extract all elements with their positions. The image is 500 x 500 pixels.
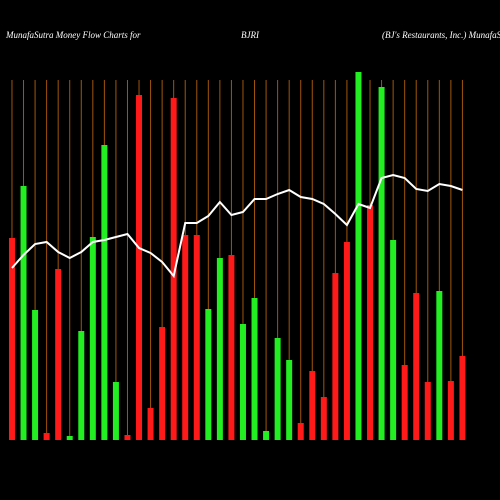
bar: [332, 273, 339, 440]
bar: [89, 237, 96, 440]
bar: [112, 382, 119, 440]
bar: [205, 309, 212, 440]
bar: [401, 365, 408, 440]
bar: [216, 258, 223, 440]
bar: [101, 145, 108, 440]
bar: [390, 240, 397, 440]
bar: [413, 293, 420, 440]
bar: [182, 235, 189, 440]
bar: [343, 242, 350, 440]
bar: [424, 382, 431, 440]
bar: [170, 98, 177, 440]
bar: [228, 255, 235, 440]
bar: [32, 310, 39, 440]
bar: [309, 371, 316, 440]
bar: [193, 235, 200, 440]
chart-title: MunafaSutra Money Flow Charts for: [5, 30, 141, 40]
bar: [78, 331, 85, 440]
chart-subtitle: BJRI: [241, 30, 260, 40]
bar: [20, 186, 27, 440]
bar: [367, 205, 374, 440]
bar: [378, 87, 385, 440]
bar: [8, 238, 15, 440]
bar: [459, 356, 466, 440]
bar: [147, 408, 154, 440]
bar: [251, 298, 258, 440]
annotation: (BJ's Restaurants, Inc.) MunafaSutra.com: [382, 30, 500, 40]
bar: [159, 327, 166, 440]
bar: [66, 436, 73, 440]
bar: [55, 269, 62, 440]
bar: [436, 291, 443, 440]
bar: [43, 433, 50, 440]
bar: [124, 435, 131, 440]
bar: [263, 431, 270, 440]
money-flow-line: [11, 173, 463, 279]
bar: [297, 423, 304, 440]
bar: [239, 324, 246, 440]
bar: [355, 72, 362, 440]
bar: [447, 381, 454, 440]
bar: [274, 338, 281, 440]
bar: [286, 360, 293, 440]
bar: [136, 95, 143, 440]
bar: [320, 397, 327, 440]
